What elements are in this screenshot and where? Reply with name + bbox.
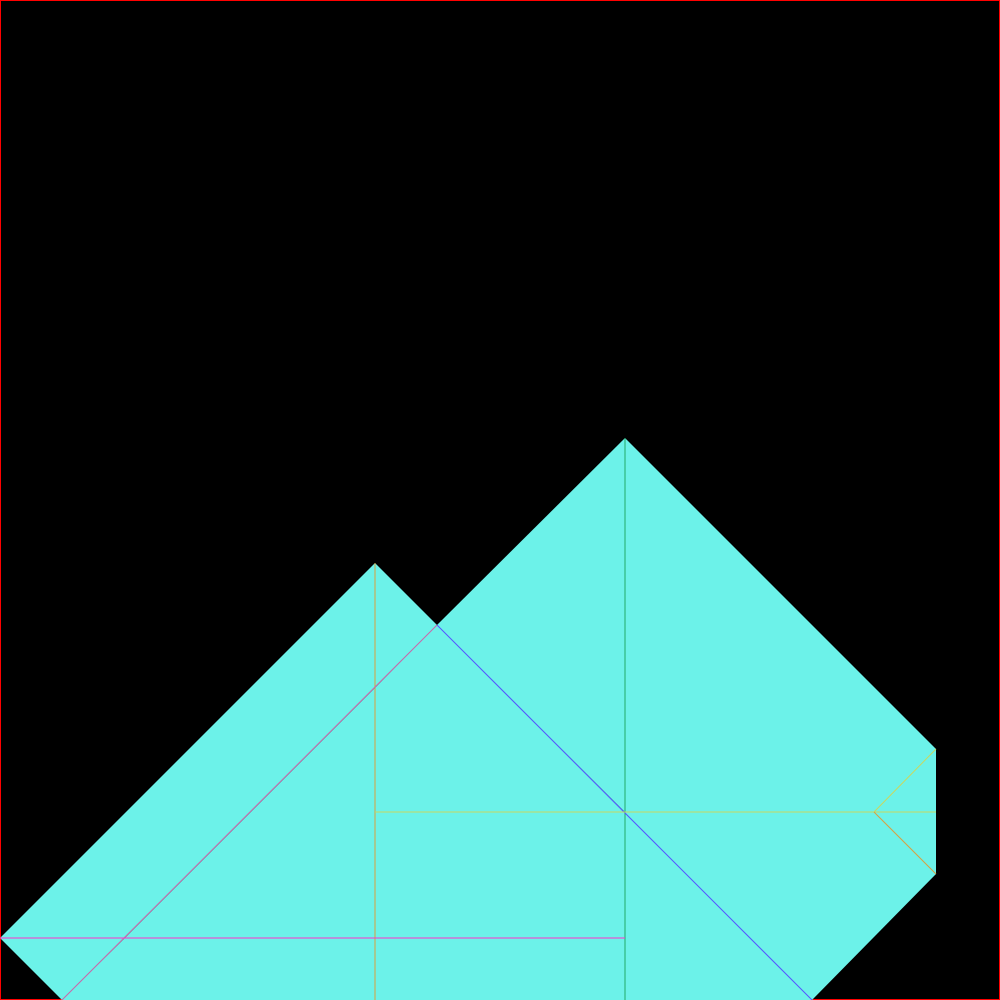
large-right-triangle-piece <box>625 438 936 812</box>
upper-middle-triangle-piece <box>437 438 625 812</box>
left-triangle-piece <box>0 563 437 938</box>
lower-right-parallelogram-piece <box>625 812 936 1000</box>
seam-small-triangle-upper <box>873 748 937 813</box>
bottom-left-strip-piece <box>0 938 125 1000</box>
front-triangle-piece <box>62 625 625 1000</box>
seam-small-triangle-lower <box>873 811 937 875</box>
